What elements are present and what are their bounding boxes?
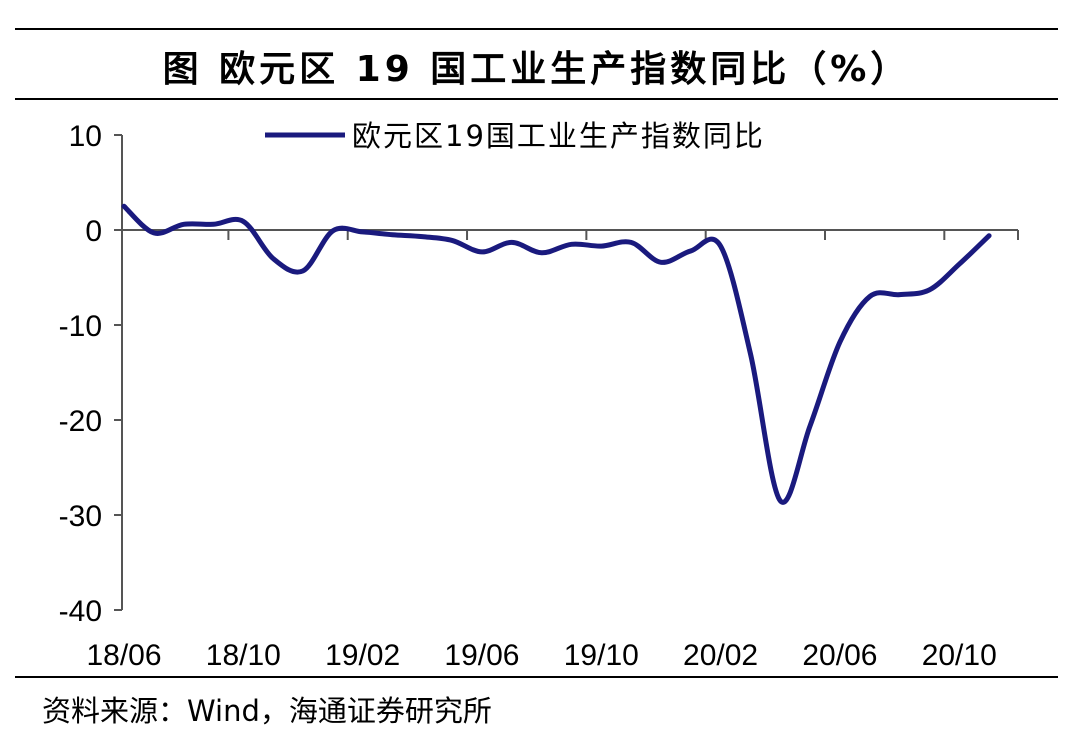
- y-tick-label: 0: [85, 215, 102, 248]
- page-title: 图 欧元区 19 国工业生产指数同比（%）: [162, 49, 911, 90]
- data-point: [479, 249, 485, 255]
- x-tick-label: 19/10: [564, 639, 639, 672]
- source-note: 资料来源：Wind，海通证券研究所: [42, 694, 492, 728]
- x-tick-label: 18/10: [206, 639, 281, 672]
- data-point: [151, 230, 157, 236]
- x-tick-label: 18/06: [86, 639, 161, 672]
- y-tick-label: -20: [59, 405, 102, 438]
- data-point: [330, 228, 336, 234]
- data-point: [121, 203, 127, 209]
- data-point: [956, 261, 962, 267]
- data-point: [837, 339, 843, 345]
- data-point: [747, 351, 753, 357]
- data-point: [777, 498, 783, 504]
- x-tick-label: 20/02: [683, 639, 758, 672]
- data-point: [688, 248, 694, 254]
- y-tick-label: -30: [59, 500, 102, 533]
- x-tick-label: 20/10: [922, 639, 997, 672]
- series-line: [121, 203, 992, 505]
- data-point: [897, 292, 903, 298]
- title-bar: 图 欧元区 19 国工业生产指数同比（%）: [15, 28, 1058, 100]
- data-point: [300, 268, 306, 274]
- x-tick-label: 19/02: [325, 639, 400, 672]
- data-point: [986, 233, 992, 239]
- legend: 欧元区19国工业生产指数同比: [265, 119, 765, 153]
- data-point: [568, 241, 574, 247]
- data-point: [509, 239, 515, 245]
- data-point: [926, 287, 932, 293]
- y-tick-label: -40: [59, 595, 102, 628]
- data-point: [240, 218, 246, 224]
- data-point: [210, 221, 216, 227]
- data-point: [539, 250, 545, 256]
- data-point: [807, 423, 813, 429]
- data-point: [628, 239, 634, 245]
- y-tick-label: -10: [59, 310, 102, 343]
- y-tick-label: 10: [69, 120, 102, 153]
- x-ticks: 18/06 18/10 19/02 19/06 19/10 20/02 20/06 20/10: [86, 230, 1019, 672]
- x-tick-label: 19/06: [444, 639, 519, 672]
- legend-label: 欧元区19国工业生产指数同比: [352, 119, 765, 153]
- y-ticks: 10 0 -10 -20 -30 -40: [59, 120, 122, 628]
- x-tick-label: 20/06: [802, 639, 877, 672]
- data-point: [270, 256, 276, 262]
- source-divider: [15, 676, 1058, 678]
- data-point: [449, 237, 455, 243]
- data-point: [360, 229, 366, 235]
- data-point: [598, 243, 604, 249]
- data-point: [718, 243, 724, 249]
- data-point: [419, 234, 425, 240]
- data-point: [658, 259, 664, 265]
- data-point: [867, 294, 873, 300]
- data-point: [181, 221, 187, 227]
- data-point: [389, 232, 395, 238]
